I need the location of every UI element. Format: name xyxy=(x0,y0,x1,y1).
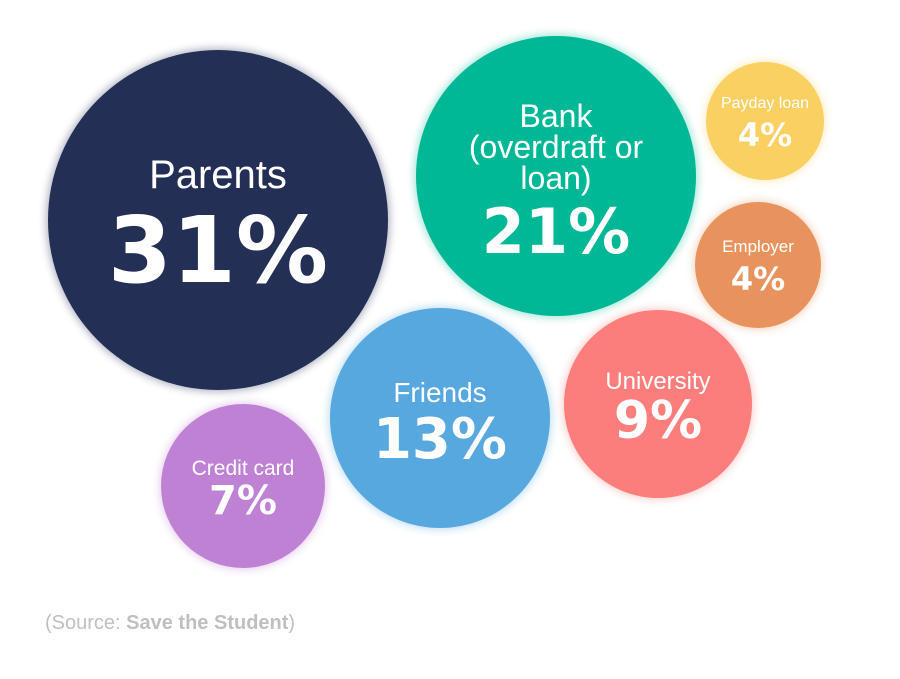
bubble-label: Payday loan xyxy=(721,95,809,112)
bubble-circle xyxy=(695,202,821,328)
bubble-label: Parents xyxy=(149,153,287,197)
bubble-employer: Employer 4% xyxy=(693,200,823,330)
bubble-value: 31% xyxy=(108,197,328,304)
bubble-payday-loan: Payday loan 4% xyxy=(704,60,826,182)
bubble-value: 21% xyxy=(482,195,630,268)
bubble-circle xyxy=(48,50,388,390)
bubble-label: Friends xyxy=(393,377,486,408)
bubble-label: University xyxy=(605,368,710,395)
bubble-label: Credit card xyxy=(192,457,295,480)
source-note: (Source: Save the Student) xyxy=(45,612,295,635)
bubble-value: 4% xyxy=(731,260,785,298)
source-prefix: (Source: xyxy=(45,612,127,634)
source-suffix: ) xyxy=(288,612,296,634)
source-name: Save the Student xyxy=(126,612,289,634)
bubble-circle xyxy=(330,308,550,528)
bubble-label: loan) xyxy=(520,160,591,196)
bubble-circle xyxy=(416,36,696,316)
bubble-value: 4% xyxy=(738,116,792,154)
bubble-circle xyxy=(564,310,752,498)
bubble-value: 13% xyxy=(373,407,507,472)
bubble-label: Employer xyxy=(722,237,794,256)
bubble-value: 9% xyxy=(614,391,702,451)
bubble-circle xyxy=(161,404,325,568)
bubble-circle xyxy=(706,62,824,180)
bubble-label: Bank xyxy=(520,98,594,134)
bubble-label: (overdraft or xyxy=(469,129,644,165)
bubble-value: 7% xyxy=(209,478,277,524)
